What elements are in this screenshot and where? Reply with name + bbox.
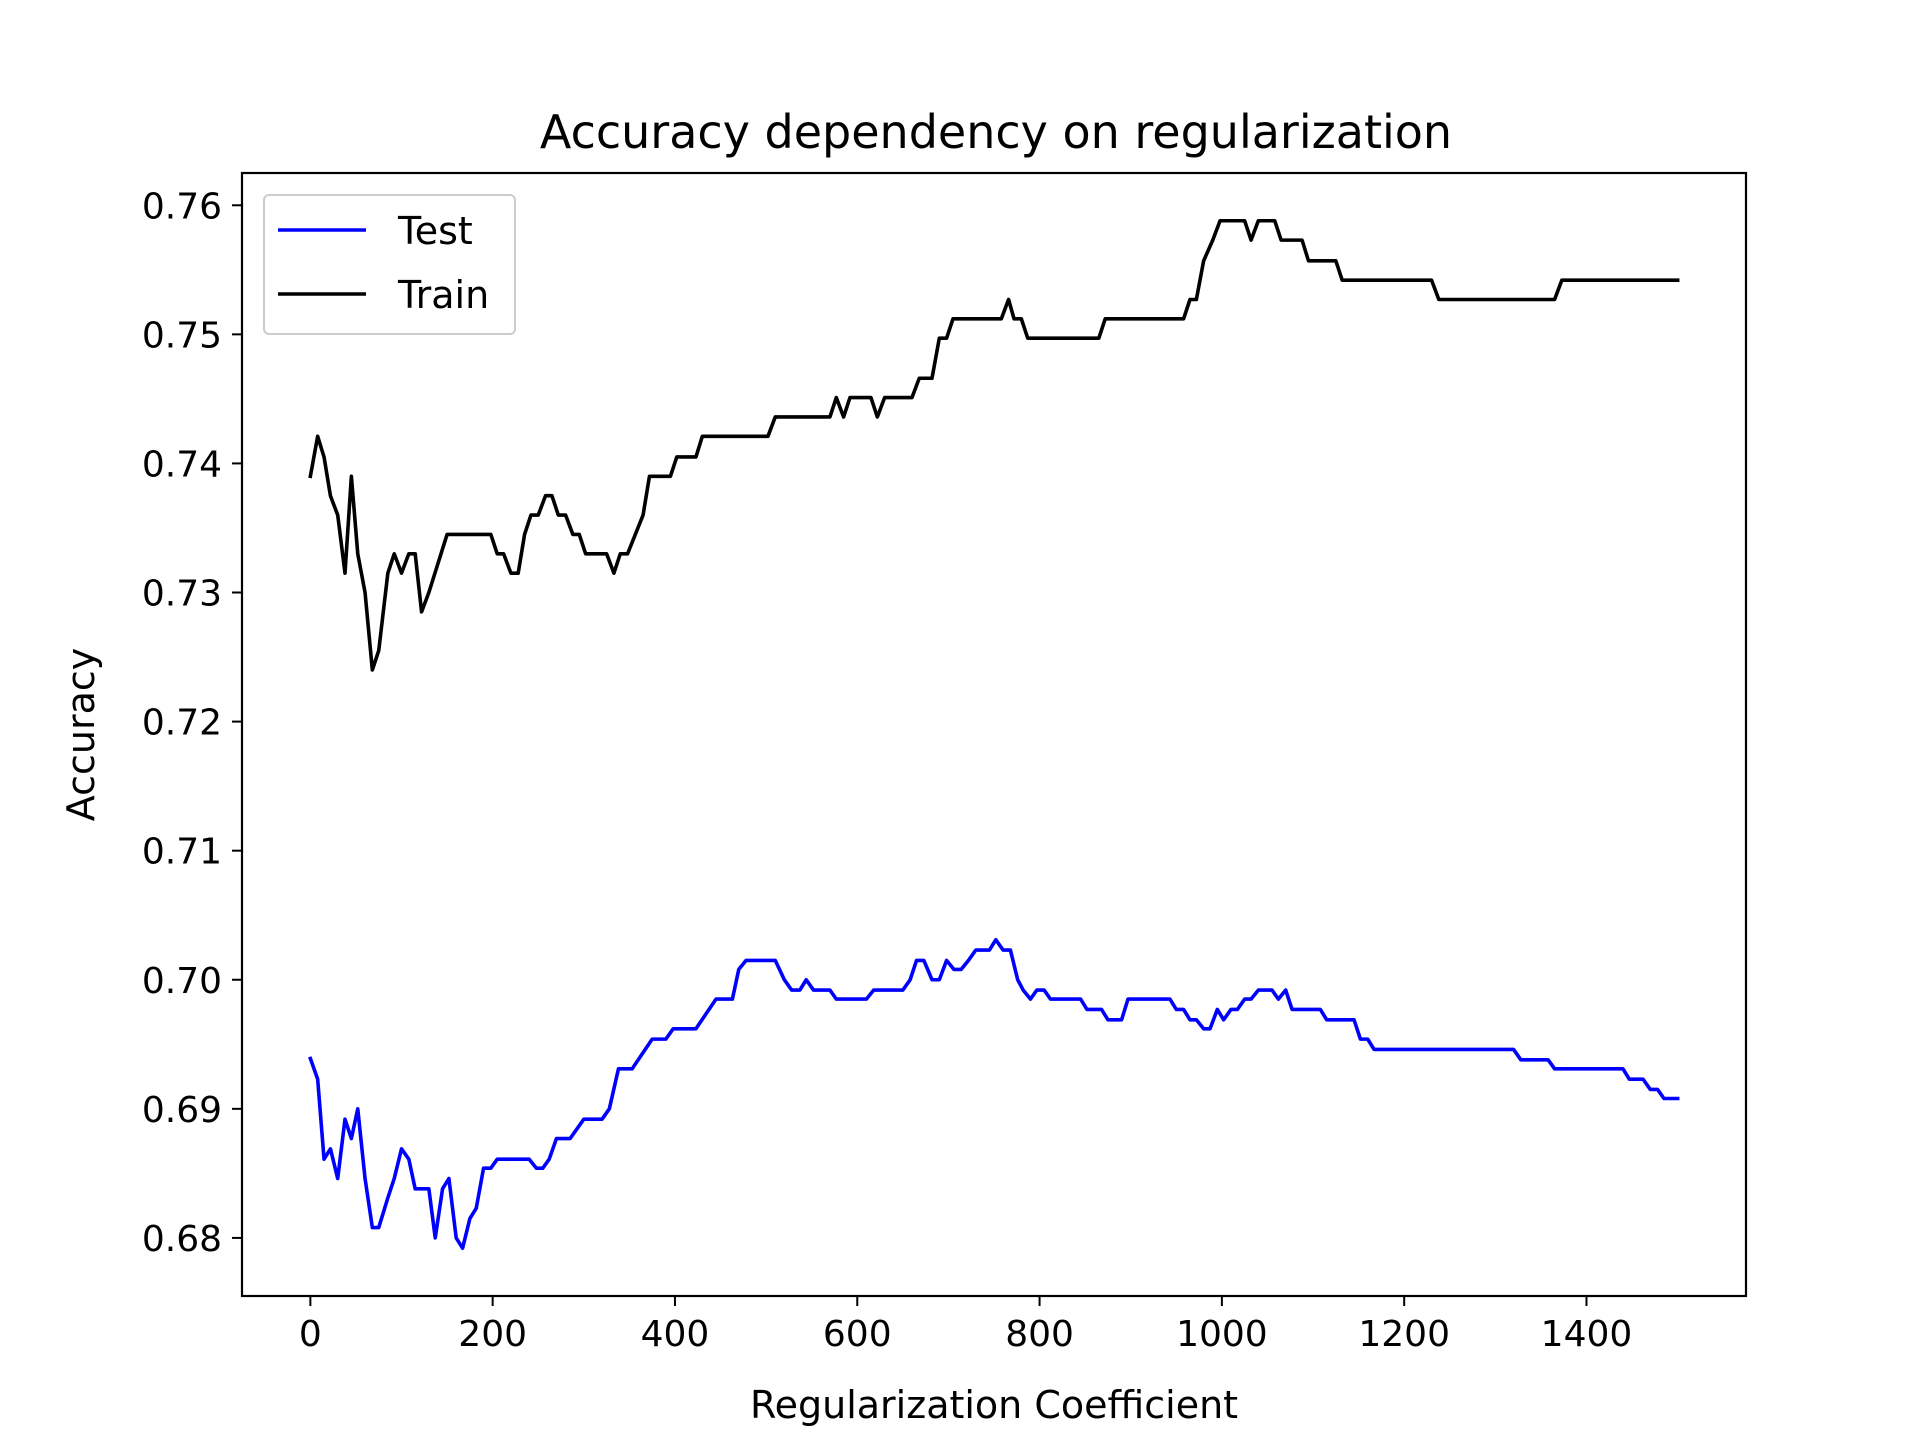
x-tick-label: 400 [641, 1314, 710, 1355]
legend: Test Train [263, 194, 516, 335]
x-tick-label: 1000 [1176, 1314, 1268, 1355]
x-axis-label: Regularization Coefficient [750, 1383, 1238, 1427]
x-tick-label: 1200 [1358, 1314, 1450, 1355]
y-tick-label: 0.76 [142, 186, 222, 227]
x-tick-label: 200 [458, 1314, 527, 1355]
y-tick-label: 0.68 [142, 1219, 222, 1260]
x-tick-label: 600 [823, 1314, 892, 1355]
plot-series [308, 218, 1680, 1251]
x-axis: 0 200 400 600 800 1000 1200 1400 [299, 1296, 1632, 1355]
plot-frame [240, 171, 1748, 1298]
y-axis: 0.68 0.69 0.70 0.71 0.72 0.73 0.74 0.75 0.76 [142, 186, 242, 1260]
x-tick-label: 800 [1005, 1314, 1074, 1355]
series-line-test [308, 937, 1680, 1251]
chart-title: Accuracy dependency on regularization [540, 105, 1452, 159]
y-tick-label: 0.72 [142, 703, 222, 744]
legend-label-train: Train [397, 273, 489, 317]
y-tick-label: 0.69 [142, 1090, 222, 1131]
series-line-train [308, 218, 1680, 672]
x-tick-label: 1400 [1541, 1314, 1633, 1355]
y-tick-label: 0.75 [142, 315, 222, 356]
y-axis-label: Accuracy [59, 648, 103, 822]
x-tick-label: 0 [299, 1314, 322, 1355]
y-tick-label: 0.74 [142, 444, 222, 485]
y-tick-label: 0.71 [142, 832, 222, 873]
y-tick-label: 0.70 [142, 961, 222, 1002]
legend-label-test: Test [397, 209, 473, 253]
y-tick-label: 0.73 [142, 574, 222, 615]
